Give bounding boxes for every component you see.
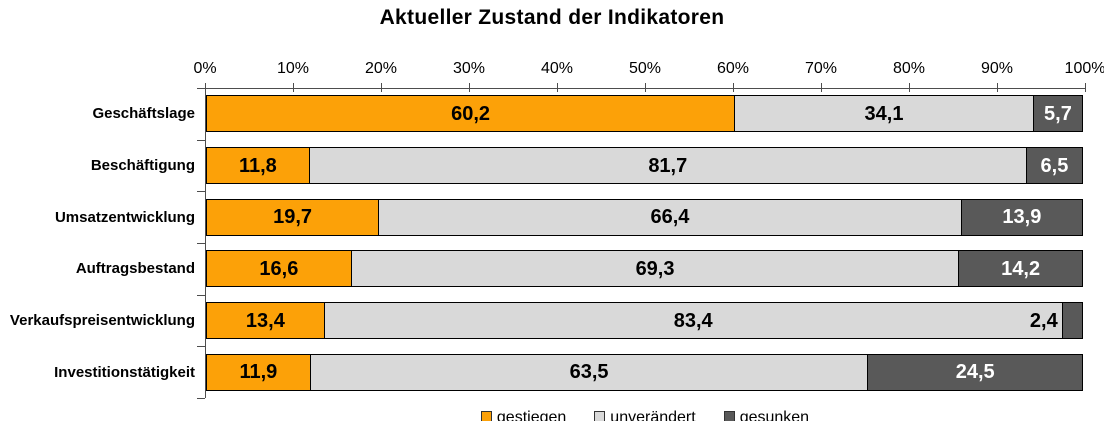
segment-value-label: 16,6 (259, 257, 299, 280)
bar-segment-unverändert: 63,5 (309, 353, 869, 391)
bar-segment-gesunken: 2,4 (1030, 302, 1083, 339)
legend-item-unverändert: unverändert (594, 409, 696, 421)
bar-segment-unverändert: 66,4 (378, 198, 962, 236)
segment-value-label: 13,4 (245, 309, 285, 332)
x-axis-tick-mark (205, 83, 206, 92)
legend-item-gestiegen: gestiegen (480, 409, 567, 421)
category-axis-tick-mark (197, 139, 205, 141)
x-axis-tick-mark (909, 83, 910, 92)
bar-segment-gesunken: 14,2 (958, 250, 1083, 288)
legend-swatch-icon (723, 411, 735, 421)
legend-swatch-icon (594, 411, 606, 421)
bar-segment-unverändert: 34,1 (734, 95, 1034, 133)
x-axis-tick-label: 10% (276, 60, 310, 77)
segment-value-label: 66,4 (650, 206, 690, 229)
bar-segment-gestiegen: 11,9 (206, 353, 311, 391)
legend-label: unverändert (610, 409, 696, 421)
bar-segment-gesunken: 13,9 (960, 198, 1083, 236)
segment-value-label: 19,7 (273, 206, 313, 229)
segment-value-label: 2,4 (1029, 309, 1058, 332)
bar-row: 11,9 63,5 24,5 (206, 353, 1085, 391)
segment-value-label: 11,9 (239, 361, 278, 384)
bar-segment-gestiegen: 16,6 (206, 250, 352, 288)
x-axis-tick-label: 60% (716, 60, 750, 77)
x-axis-tick-mark (1085, 83, 1086, 92)
category-label: Auftragsbestand (75, 260, 195, 278)
x-axis-tick-label: 70% (804, 60, 838, 77)
category-axis-tick-mark (197, 346, 205, 348)
segment-value-label: 24,5 (955, 361, 995, 384)
category-axis-tick-mark (197, 398, 205, 399)
category-axis-tick-mark (197, 191, 205, 193)
y-axis-line (205, 88, 206, 398)
legend-item-gesunken: gesunken (723, 409, 810, 421)
bar-segment-unverändert: 83,4 (323, 302, 1063, 339)
x-axis-tick-mark (733, 83, 734, 92)
segment-value-label: 14,2 (1001, 257, 1041, 280)
segment-value-label: 63,5 (569, 361, 609, 384)
category-axis-tick-mark (197, 243, 205, 244)
bar-row: 19,7 66,4 13,9 (206, 198, 1085, 236)
x-axis-tick-mark (645, 83, 646, 92)
x-axis-tick-mark (557, 83, 558, 92)
category-label: Verkaufspreisentwicklung (9, 312, 195, 329)
bar-segment-gestiegen: 60,2 (206, 95, 736, 133)
bar-segment-gesunken: 6,5 (1025, 147, 1083, 184)
bar-segment-unverändert: 69,3 (350, 250, 960, 288)
x-axis-tick-mark (381, 83, 382, 92)
bar-row: 60,2 34,1 5,7 (206, 95, 1085, 133)
x-axis-tick-label: 100% (1064, 60, 1104, 77)
x-axis-tick-label: 80% (892, 60, 926, 77)
segment-value-label: 69,3 (635, 257, 675, 280)
bar-segment-unverändert: 81,7 (308, 147, 1027, 184)
x-axis-tick-label: 40% (540, 60, 574, 77)
category-label: Geschäftslage (92, 105, 195, 123)
x-axis-tick-mark (997, 83, 998, 92)
segment-value-label: 13,9 (1002, 206, 1042, 229)
segment-value-label: 34,1 (864, 102, 904, 125)
x-axis-tick-mark (469, 83, 470, 92)
category-label: Umsatzentwicklung (54, 208, 195, 226)
bar-segment-gesunken: 5,7 (1032, 95, 1083, 133)
category-label: Investitionstätigkeit (54, 363, 195, 381)
x-axis-tick-label: 30% (452, 60, 486, 77)
bar-row: 11,8 81,7 6,5 (206, 147, 1085, 184)
bar-segment-gestiegen: 11,8 (206, 147, 310, 184)
x-axis-tick-mark (821, 83, 822, 92)
bar-row: 16,6 69,3 14,2 (206, 250, 1085, 288)
x-axis-tick-mark (293, 83, 294, 92)
x-axis-tick-label: 20% (364, 60, 398, 77)
bar-segment-gestiegen: 19,7 (206, 198, 380, 236)
x-axis-tick-label: 50% (628, 60, 662, 77)
segment-value-label: 11,8 (238, 154, 277, 177)
bar-segment-gesunken: 24,5 (867, 353, 1083, 391)
legend-label: gesunken (739, 409, 810, 421)
segment-value-label: 60,2 (451, 102, 491, 125)
bar-segment-gestiegen: 13,4 (206, 302, 325, 339)
x-axis-tick-label: 90% (980, 60, 1014, 77)
legend-swatch-icon (480, 411, 492, 421)
segment-value-label: 81,7 (648, 154, 688, 177)
x-axis-tick-label: 0% (193, 60, 217, 77)
category-label: Beschäftigung (90, 157, 195, 174)
segment-value-label: 6,5 (1040, 154, 1069, 177)
segment-value-label: 5,7 (1044, 102, 1072, 125)
category-axis-tick-mark (197, 294, 205, 296)
category-axis-tick-mark (197, 88, 205, 89)
bar-row: 13,4 83,4 2,4 (206, 302, 1085, 339)
segment-value-label: 83,4 (673, 309, 713, 332)
legend-label: gestiegen (496, 409, 567, 421)
chart-title: Aktueller Zustand der Indikatoren (379, 6, 725, 29)
chart-legend: gestiegen unverändert gesunken (205, 409, 1085, 421)
